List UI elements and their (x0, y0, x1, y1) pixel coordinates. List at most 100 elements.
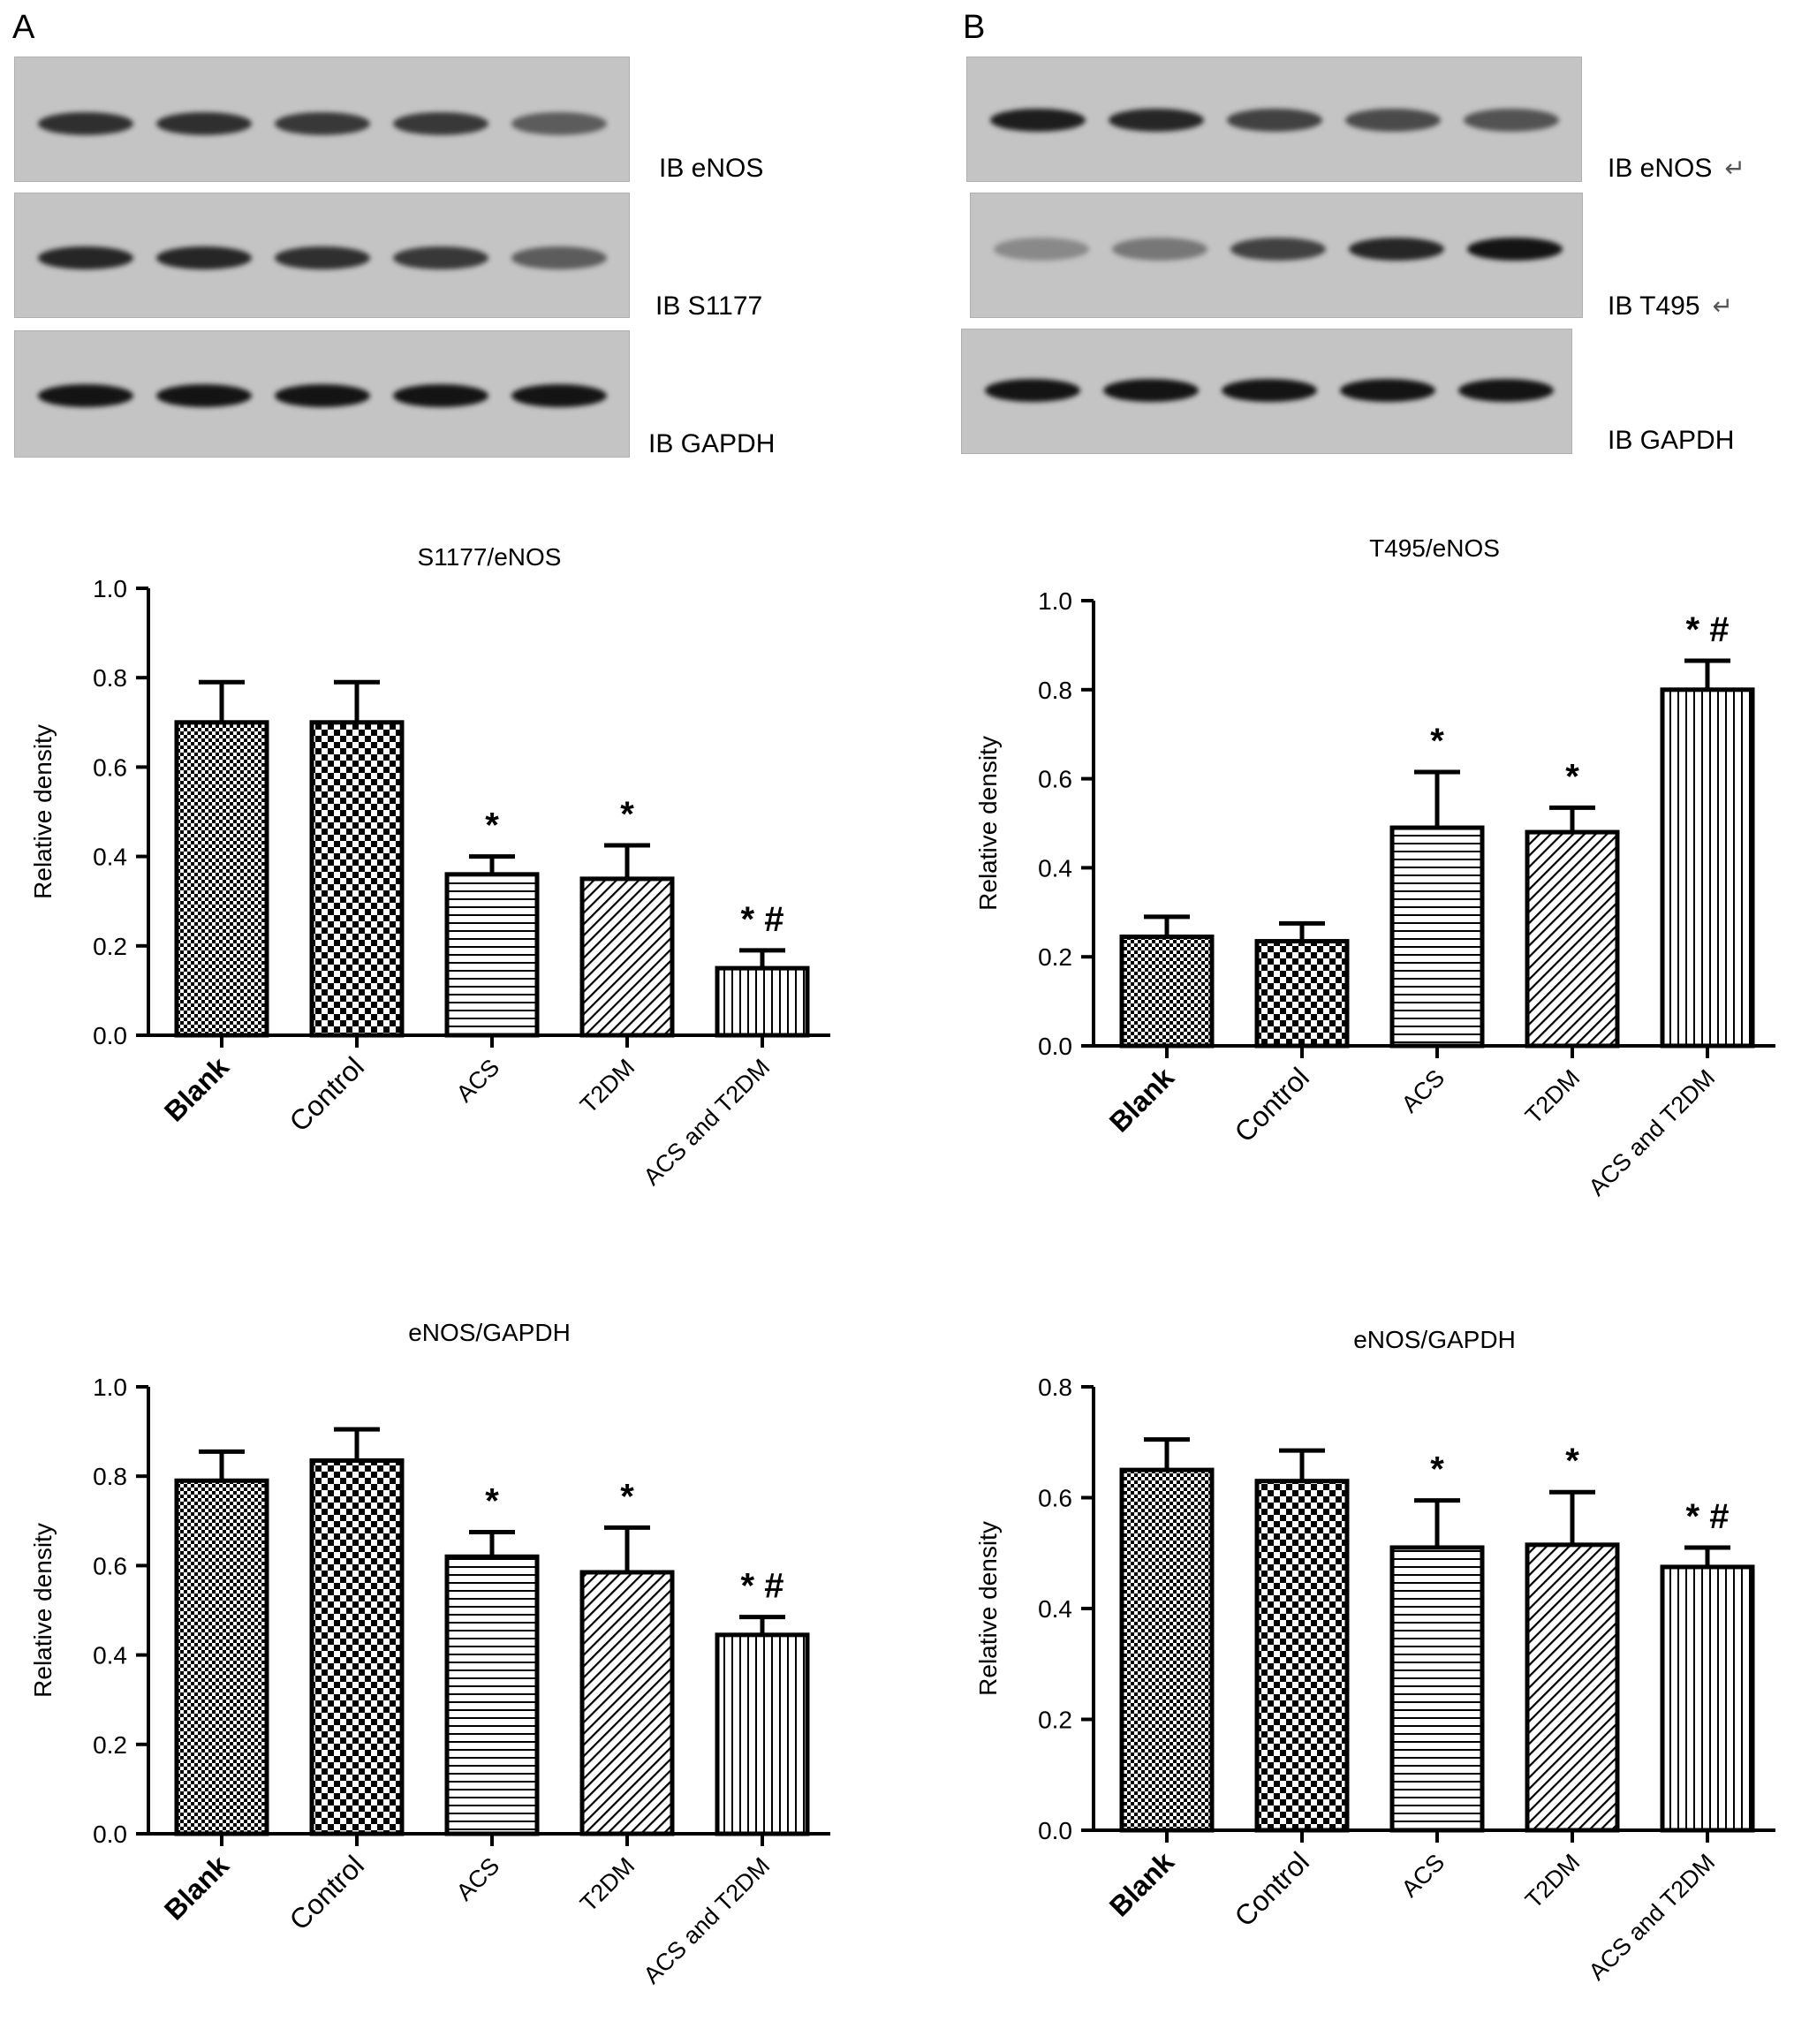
blot-band (1467, 238, 1563, 261)
bar (174, 1478, 269, 1836)
bar (715, 1632, 810, 1836)
blot-band (1458, 379, 1554, 402)
y-tick-label: 0.8 (93, 1463, 127, 1490)
bar (1119, 1467, 1215, 1833)
bar (444, 872, 540, 1038)
y-tick-label: 0.6 (1038, 1485, 1072, 1512)
y-tick-label: 0.0 (93, 1022, 127, 1049)
significance-marker: * (1565, 757, 1579, 796)
blot-a-s1177 (14, 193, 630, 318)
y-tick-label: 0.4 (93, 844, 127, 871)
blot-band (1340, 379, 1435, 402)
blot-band (1345, 109, 1441, 132)
significance-marker: * (485, 806, 499, 845)
significance-marker: * (1565, 1442, 1579, 1480)
x-tick-label: Control (1229, 1845, 1315, 1932)
x-tick-label: Blank (158, 1050, 235, 1127)
bar (444, 1554, 540, 1836)
bar (1660, 1564, 1755, 1833)
blot-band (393, 246, 488, 269)
blot-band (38, 112, 133, 135)
bar-chart-2: T495/eNOS Relative density 0.0 0.2 0.4 0.6 0.8… (974, 534, 1775, 1201)
significance-marker: * (620, 1477, 634, 1516)
blot-band (511, 246, 607, 269)
blot-b-enos (966, 57, 1582, 182)
x-tick-label: Blank (1103, 1061, 1180, 1138)
x-tick-label: ACS and T2DM (639, 1054, 776, 1191)
blot-band (990, 109, 1086, 132)
blot-band (511, 112, 607, 135)
blot-b-t495 (970, 193, 1583, 318)
blot-band (1230, 238, 1326, 261)
x-tick-label: T2DM (575, 1054, 640, 1118)
blot-label-b-t495-text: IB T495 (1608, 291, 1700, 321)
significance-marker: * # (741, 900, 784, 939)
bar (715, 965, 810, 1038)
bar (1254, 1479, 1350, 1833)
blot-band (38, 384, 133, 407)
x-tick-label: Control (284, 1849, 370, 1935)
blot-label-a-s1177: IB S1177 (655, 291, 763, 321)
x-tick-label: Blank (1103, 1845, 1180, 1922)
bar (1389, 825, 1485, 1048)
bar (174, 720, 269, 1038)
significance-marker: * (620, 795, 634, 834)
significance-marker: * (1430, 722, 1444, 761)
chart-title: eNOS/GAPDH (408, 1319, 571, 1346)
y-axis-label: Relative density (29, 724, 57, 899)
x-tick-label: T2DM (1520, 1849, 1585, 1913)
blot-band (156, 112, 252, 135)
x-tick-label: T2DM (575, 1852, 640, 1917)
blot-label-b-enos: IB eNOS ↵ (1608, 154, 1745, 184)
bar (1389, 1545, 1485, 1833)
significance-marker: * # (741, 1567, 784, 1606)
significance-marker: * # (1686, 1497, 1730, 1536)
blot-band (1349, 238, 1444, 261)
y-tick-label: 0.8 (93, 664, 127, 692)
x-tick-label: ACS and T2DM (1584, 1849, 1721, 1986)
blot-band (393, 384, 488, 407)
y-tick-label: 0.4 (1038, 1595, 1072, 1623)
y-tick-label: 0.2 (1038, 1707, 1072, 1734)
y-tick-label: 0.6 (93, 753, 127, 781)
bar-chart-3: eNOS/GAPDH Relative density 0.0 0.2 0.4 0.6 0.… (29, 1319, 830, 1989)
blot-a-gapdh (14, 330, 630, 458)
bar (309, 720, 405, 1038)
significance-marker: * # (1686, 610, 1730, 649)
y-tick-label: 1.0 (93, 1374, 127, 1401)
x-tick-label: ACS (451, 1852, 504, 1905)
blot-band (1109, 109, 1204, 132)
bar (309, 1457, 405, 1836)
y-tick-label: 0.2 (93, 1731, 127, 1759)
bar (1119, 935, 1215, 1048)
y-tick-label: 0.8 (1038, 677, 1072, 704)
return-arrow-icon: ↵ (1712, 292, 1733, 320)
chart-title: T495/eNOS (1369, 534, 1500, 562)
chart-title: S1177/eNOS (418, 543, 562, 571)
x-tick-label: Blank (158, 1849, 235, 1926)
blot-band (275, 246, 370, 269)
blot-b-gapdh (961, 329, 1572, 454)
y-axis-label: Relative density (974, 736, 1002, 911)
y-tick-label: 0.6 (93, 1552, 127, 1579)
blot-band (156, 246, 252, 269)
bar (1525, 829, 1620, 1048)
y-tick-label: 0.0 (1038, 1817, 1072, 1844)
blot-band (275, 112, 370, 135)
bar (1525, 1542, 1620, 1833)
x-tick-label: T2DM (1520, 1064, 1585, 1129)
panel-letter-a: A (12, 9, 35, 46)
blot-band (511, 384, 607, 407)
blot-band (1227, 109, 1322, 132)
x-tick-label: ACS (451, 1054, 504, 1107)
x-tick-label: ACS (1397, 1064, 1450, 1117)
significance-marker: * (1430, 1450, 1444, 1489)
blot-a-enos (14, 57, 630, 182)
x-tick-label: Control (284, 1050, 370, 1137)
x-tick-label: ACS (1397, 1849, 1450, 1902)
y-tick-label: 0.0 (93, 1821, 127, 1848)
blot-band (38, 246, 133, 269)
x-tick-label: Control (1229, 1061, 1315, 1147)
blot-band (985, 379, 1080, 402)
